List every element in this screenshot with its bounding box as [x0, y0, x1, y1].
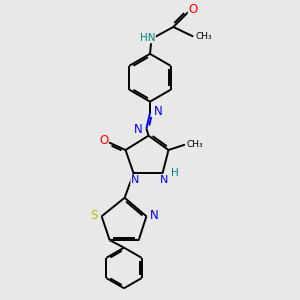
Text: S: S	[90, 209, 98, 222]
Text: O: O	[188, 3, 198, 16]
Text: CH₃: CH₃	[196, 32, 212, 41]
Text: N: N	[131, 175, 139, 185]
Text: HN: HN	[140, 33, 155, 43]
Text: N: N	[150, 209, 159, 222]
Text: N: N	[134, 123, 142, 136]
Text: CH₃: CH₃	[187, 140, 203, 149]
Text: H: H	[171, 168, 179, 178]
Text: N: N	[154, 105, 163, 118]
Text: O: O	[99, 134, 108, 147]
Text: N: N	[160, 175, 168, 185]
